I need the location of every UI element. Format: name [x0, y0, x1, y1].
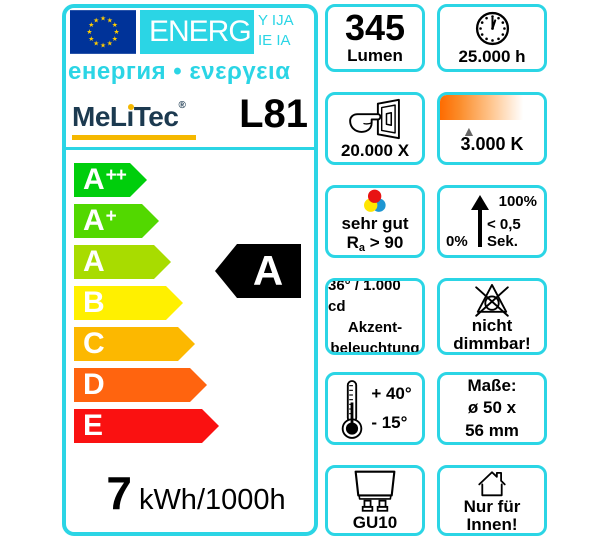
- cri-r: R: [346, 233, 359, 253]
- class-letter: C: [83, 327, 105, 360]
- energ-title: ENERG: [140, 10, 254, 54]
- consumption-unit: kWh/1000h: [138, 484, 286, 516]
- switching-cycles-box: 20.000 X: [325, 92, 425, 165]
- thermometer-icon: [342, 379, 363, 439]
- svg-text:★: ★: [93, 16, 99, 24]
- class-letter: D: [83, 368, 105, 401]
- main-label-box: ★ ★ ★ ★ ★ ★ ★ ★ ★ ★ ★ ★ ENERG Y IJA IE IA енерги…: [62, 4, 318, 536]
- temperature-box: + 40° - 15°: [325, 372, 425, 445]
- energ-language-endings: Y IJA IE IA: [258, 11, 294, 50]
- energy-class-row-ap: A+: [74, 204, 159, 238]
- socket-box: GU10: [325, 465, 425, 536]
- cri-quality: sehr gut: [341, 213, 409, 233]
- class-letter: E: [83, 409, 104, 442]
- brand-underline: [72, 135, 196, 140]
- gu10-base-icon: [354, 470, 396, 512]
- svg-text:★: ★: [86, 28, 92, 36]
- class-letter: A: [83, 204, 105, 237]
- class-sup: ++: [105, 165, 126, 186]
- cri-r-rest: > 90: [369, 233, 404, 253]
- socket-value: GU10: [352, 512, 398, 532]
- energy-class-row-app: A++: [74, 163, 147, 197]
- startup-100: 100%: [498, 193, 537, 210]
- beam-line3: beleuchtung: [330, 339, 420, 355]
- cri-value: Ra > 90: [347, 233, 404, 255]
- color-temperature-box: ▲ 3.000 K: [437, 92, 547, 165]
- svg-text:★: ★: [107, 16, 113, 24]
- switching-value: 20.000 X: [340, 140, 410, 160]
- dimensions-line1: Maße:: [467, 376, 517, 396]
- indoor-line2: Innen!: [466, 514, 518, 534]
- registered-mark: ®: [178, 100, 186, 111]
- dimensions-line2: ø 50 x: [467, 398, 517, 418]
- cri-r-sub: a: [358, 242, 366, 255]
- kelvin-marker-icon: ▲: [462, 123, 476, 139]
- svg-text:★: ★: [93, 40, 99, 48]
- lifetime-value: 25.000 h: [458, 46, 526, 66]
- svg-text:★: ★: [114, 28, 120, 36]
- energy-class-row-c: C: [74, 327, 195, 361]
- class-letter: A: [83, 163, 105, 196]
- svg-text:★: ★: [88, 21, 94, 29]
- svg-text:★: ★: [112, 21, 118, 29]
- energy-class-row-a: A: [74, 245, 171, 279]
- house-icon: [478, 471, 506, 497]
- energy-class-row-b: B: [74, 286, 183, 320]
- brand-part3: Tec: [133, 101, 179, 132]
- startup-0: 0%: [446, 233, 468, 250]
- brand-part1: MeL: [72, 101, 127, 132]
- beam-line2: Akzent-: [347, 318, 403, 336]
- startup-time-box: 100% 0% < 0,5 Sek.: [437, 185, 547, 258]
- indoor-line1: Nur für: [463, 497, 521, 517]
- startup-arrow-icon: [471, 195, 489, 247]
- energy-consumption: 7 kWh/1000h: [66, 466, 314, 520]
- energy-class-row-d: D: [74, 368, 207, 402]
- rating-arrow: A: [215, 244, 301, 298]
- not-dimmable-icon: [475, 284, 509, 317]
- dimensions-box: Maße: ø 50 x 56 mm: [437, 372, 547, 445]
- beam-line1: 36° / 1.000 cd: [328, 278, 401, 315]
- color-temperature-gradient: [440, 95, 544, 120]
- header-divider: [66, 147, 314, 150]
- energy-class-row-e: E: [74, 409, 219, 443]
- class-letter: B: [83, 286, 105, 319]
- lumen-label: Lumen: [347, 46, 403, 66]
- svg-text:★: ★: [88, 35, 94, 43]
- beam-box: 36° / 1.000 cd Akzent- beleuchtung: [325, 278, 425, 355]
- consumption-value: 7: [106, 467, 132, 519]
- clock-icon: [475, 11, 509, 45]
- dimensions-line3: 56 mm: [465, 420, 519, 440]
- lumen-box: 345 Lumen: [325, 4, 425, 72]
- temp-max: + 40°: [371, 384, 412, 403]
- lumen-value: 345: [344, 7, 406, 49]
- class-sup: +: [105, 206, 116, 227]
- cri-box: sehr gut Ra > 90: [325, 185, 425, 258]
- switch-press-icon: [349, 98, 400, 139]
- dimmable-line1: nicht: [471, 316, 513, 336]
- lifetime-box: 25.000 h: [437, 4, 547, 72]
- endings-line1: Y IJA: [258, 12, 294, 29]
- temp-min: - 15°: [371, 413, 408, 432]
- kelvin-value: 3.000 K: [460, 134, 524, 154]
- model-number: L81: [239, 92, 308, 136]
- dimmable-line2: dimmbar!: [453, 333, 531, 353]
- svg-text:★: ★: [100, 14, 106, 22]
- indoor-box: Nur für Innen!: [437, 465, 547, 536]
- eu-flag-icon: ★ ★★ ★★★ ★★★ ★★★: [70, 10, 136, 54]
- brand-i-letter: i: [126, 101, 135, 132]
- class-letter: A: [83, 245, 105, 278]
- endings-line2: IE IA: [258, 31, 291, 49]
- svg-text:★: ★: [112, 35, 118, 43]
- startup-time: < 0,5 Sek.: [487, 216, 521, 250]
- color-rendering-icon: [364, 189, 386, 212]
- energy-subtitle: енергия • ενεργεια: [68, 58, 291, 85]
- dimmable-box: nicht dimmbar!: [437, 278, 547, 355]
- svg-text:★: ★: [100, 42, 106, 50]
- svg-text:★: ★: [107, 40, 113, 48]
- brand-logo: MeLiTec®: [72, 100, 186, 133]
